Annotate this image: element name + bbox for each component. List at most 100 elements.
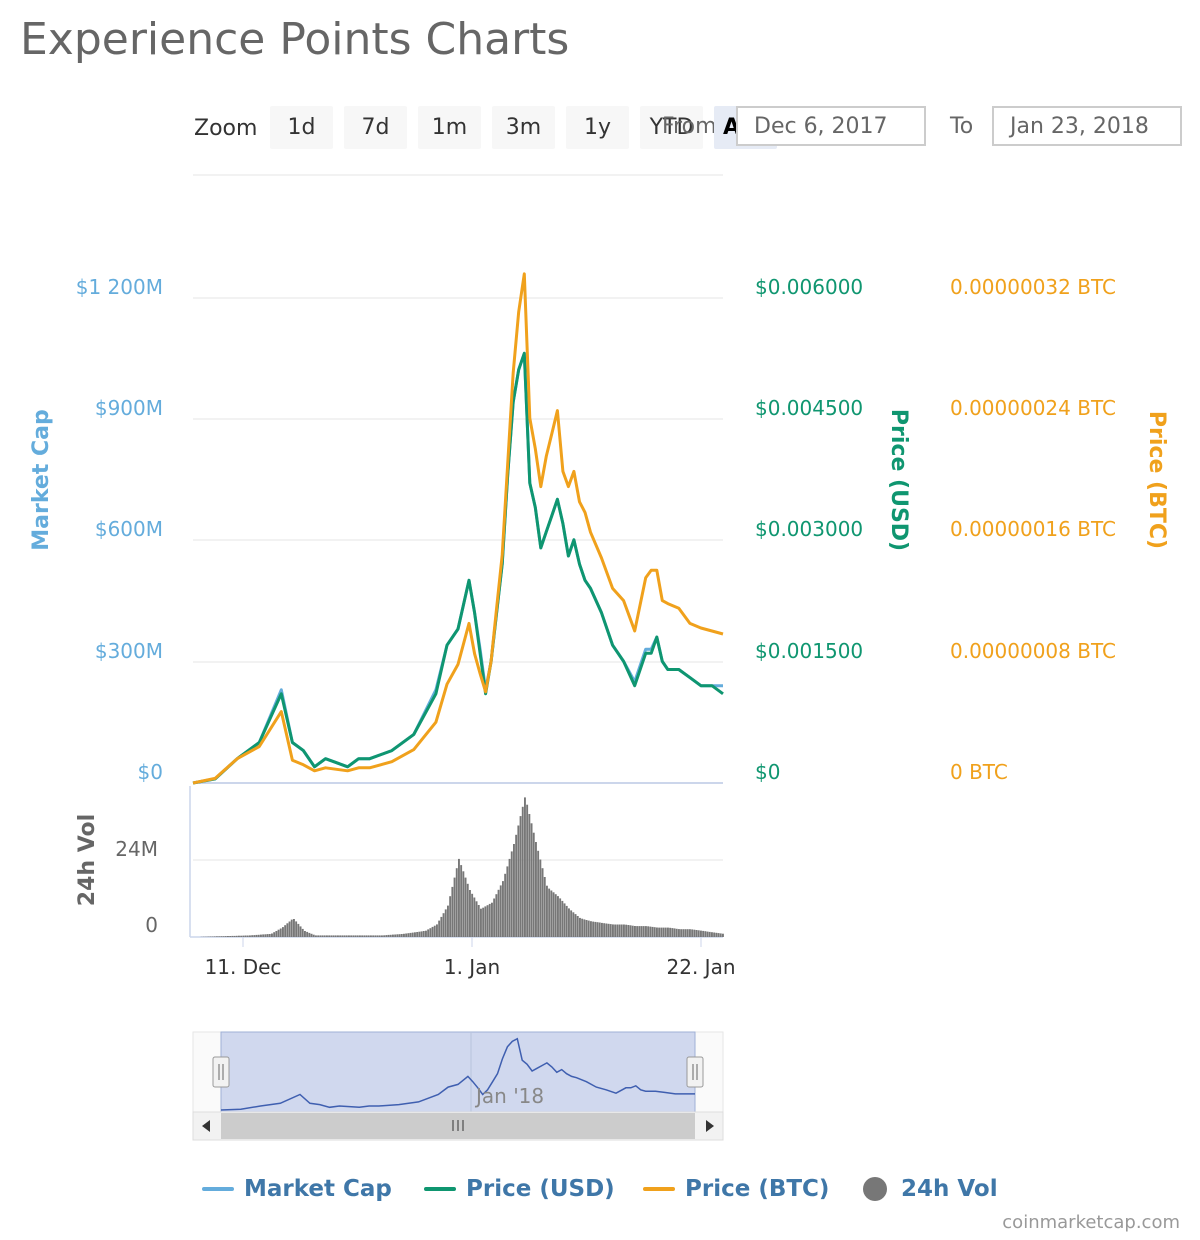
volume-bar: [231, 935, 234, 937]
legend-item-market-cap[interactable]: Market Cap: [202, 1172, 392, 1206]
zoom-1m-button[interactable]: 1m: [418, 106, 481, 149]
credit-link[interactable]: coinmarketcap.com: [1002, 1212, 1180, 1233]
legend-item-volume[interactable]: 24h Vol: [863, 1172, 998, 1206]
volume-bar: [381, 935, 383, 937]
mcap-axis-title: Market Cap: [29, 409, 54, 550]
zoom-1d-button[interactable]: 1d: [270, 106, 333, 149]
volume-bar: [684, 929, 687, 937]
navigator-left-handle[interactable]: [212, 1056, 230, 1088]
volume-bar: [389, 934, 392, 937]
volume-bar: [394, 934, 397, 937]
legend-item-price-usd[interactable]: Price (USD): [424, 1172, 615, 1206]
volume-bar: [653, 927, 656, 937]
mcap-tick: $0: [138, 760, 163, 784]
volume-bar: [609, 924, 612, 937]
volume-bar: [378, 935, 381, 937]
volume-bar: [216, 936, 218, 937]
volume-bar: [264, 934, 267, 937]
navigator-handle-left[interactable]: [212, 1056, 230, 1088]
usd-axis-title: Price (USD): [886, 409, 911, 551]
volume-bar: [722, 933, 724, 937]
volume-bar: [526, 804, 529, 937]
volume-bar: [268, 934, 271, 937]
volume-bar: [398, 934, 401, 937]
legend-label: Price (BTC): [685, 1176, 830, 1202]
volume-bar: [552, 892, 555, 937]
volume-bar: [385, 935, 388, 937]
volume-bar: [341, 935, 344, 937]
volume-bar: [337, 935, 339, 937]
volume-bar: [359, 935, 361, 937]
legend-label: Market Cap: [244, 1176, 392, 1202]
legend-line-icon: [424, 1187, 456, 1191]
volume-bar: [576, 916, 579, 937]
volume-bar: [623, 924, 625, 937]
volume-bar: [323, 935, 326, 937]
volume-bar: [238, 935, 240, 937]
from-date-input[interactable]: Dec 6, 2017: [736, 106, 926, 146]
volume-bar: [295, 921, 298, 937]
navigator-right-handle[interactable]: [686, 1056, 704, 1088]
volume-bar: [706, 931, 709, 937]
volume-bar: [517, 825, 520, 937]
volume-bar: [532, 832, 535, 937]
volume-bar: [598, 922, 601, 937]
volume-bar: [422, 931, 425, 937]
volume-bar: [304, 931, 306, 937]
volume-bar: [530, 823, 533, 937]
volume-bar: [521, 806, 524, 937]
volume-bar: [616, 924, 619, 937]
chart-area: $1 200M $900M $600M $300M $0 Market Cap …: [29, 174, 1169, 1141]
zoom-ytd-button[interactable]: YTD: [640, 106, 703, 149]
volume-bar: [262, 934, 265, 937]
volume-bar: [708, 931, 711, 937]
volume-bar: [508, 858, 511, 937]
volume-bar: [537, 850, 540, 937]
page-title: Experience Points Charts: [20, 14, 570, 65]
volume-tick: 24M: [115, 837, 158, 861]
usd-tick: $0.001500: [755, 639, 863, 663]
zoom-7d-button[interactable]: 7d: [344, 106, 407, 149]
scroll-right-arrow-icon[interactable]: [706, 1120, 714, 1132]
volume-bar: [691, 929, 694, 937]
scroll-left-arrow-icon[interactable]: [202, 1120, 210, 1132]
zoom-3m-button[interactable]: 3m: [492, 106, 555, 149]
series-line-price-btc: [192, 272, 724, 785]
series-line-market-cap: [192, 351, 723, 785]
volume-bar: [506, 866, 509, 937]
navigator-label: Jan '18: [474, 1084, 544, 1108]
volume-bar: [449, 896, 452, 937]
navigator[interactable]: Jan '18: [192, 1031, 724, 1141]
volume-bar: [614, 924, 617, 937]
volume-bar: [356, 935, 359, 937]
volume-bar: [678, 929, 680, 937]
navigator-handle-right[interactable]: [686, 1056, 704, 1088]
volume-bar: [409, 932, 412, 937]
btc-axis-title: Price (BTC): [1144, 411, 1169, 549]
volume-bar: [400, 934, 403, 937]
volume-bar: [277, 929, 280, 937]
volume-bar: [279, 928, 282, 937]
volume-bar: [345, 935, 348, 937]
volume-bar: [658, 927, 661, 937]
volume-bar: [444, 909, 447, 937]
volume-bar: [257, 934, 260, 937]
from-label: From: [662, 114, 717, 139]
legend-item-price-btc[interactable]: Price (BTC): [643, 1172, 829, 1206]
volume-bar: [565, 905, 568, 937]
volume-bar: [246, 935, 249, 937]
volume-bar: [255, 934, 258, 937]
btc-tick: 0 BTC: [950, 760, 1008, 784]
volume-bar: [354, 935, 357, 937]
volume-bar: [290, 919, 293, 937]
navigator-selection[interactable]: [220, 1031, 696, 1113]
volume-bar: [275, 931, 278, 937]
volume-bar: [348, 935, 350, 937]
zoom-1y-button[interactable]: 1y: [566, 106, 629, 149]
volume-bar: [233, 935, 236, 937]
volume-bar: [563, 903, 566, 937]
volume-bar: [253, 935, 256, 937]
volume-bar: [363, 935, 366, 937]
usd-tick: $0.003000: [755, 517, 863, 541]
to-date-input[interactable]: Jan 23, 2018: [992, 106, 1182, 146]
